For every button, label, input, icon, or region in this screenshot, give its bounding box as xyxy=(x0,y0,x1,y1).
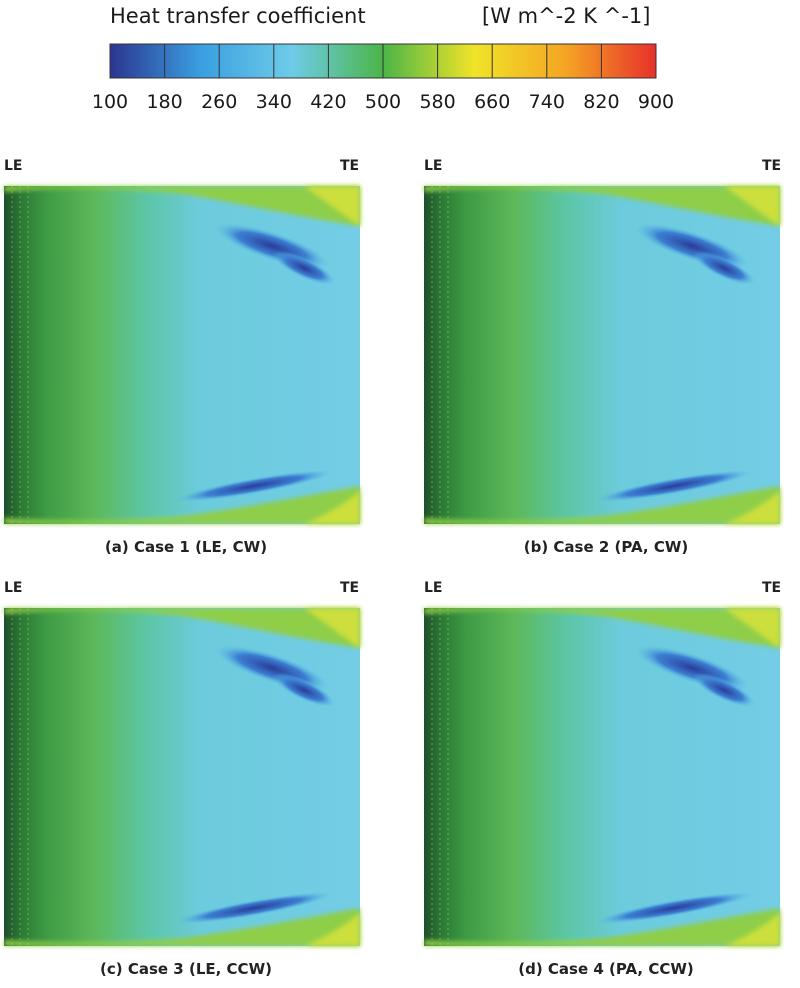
colorbar-tick-label: 100 xyxy=(92,91,128,113)
caption-b: (b) Case 2 (PA, CW) xyxy=(523,538,689,556)
contour-plot-c xyxy=(4,608,360,946)
contour-plot-d xyxy=(424,608,780,946)
colorbar-units: [W m^-2 K ^-1] xyxy=(482,4,651,28)
panel-a: LE TE xyxy=(0,158,372,530)
panel-d: LE TE xyxy=(420,580,781,952)
colorbar-tick-label: 340 xyxy=(256,91,292,113)
colorbar-tick-label: 580 xyxy=(419,91,455,113)
trailing-edge-label: TE xyxy=(762,158,781,174)
contour-plot-a xyxy=(4,186,360,524)
trailing-edge-label: TE xyxy=(762,580,781,596)
contour-plot-b xyxy=(424,186,780,524)
colorbar-tick-label: 900 xyxy=(638,91,674,113)
heat-field xyxy=(424,608,780,946)
colorbar-tick-label: 420 xyxy=(310,91,346,113)
panel-c: LE TE xyxy=(0,580,372,952)
colorbar-tick-label: 740 xyxy=(529,91,565,113)
heat-field xyxy=(4,608,360,946)
colorbar-tick-label: 660 xyxy=(474,91,510,113)
leading-edge-label: LE xyxy=(424,158,442,174)
colorbar-tick-label: 260 xyxy=(201,91,237,113)
caption-c: (c) Case 3 (LE, CCW) xyxy=(100,960,272,978)
leading-edge-label: LE xyxy=(4,158,22,174)
caption-a: (a) Case 1 (LE, CW) xyxy=(104,538,268,556)
colorbar-title: Heat transfer coefficient xyxy=(110,4,366,28)
colorbar-tick-label: 180 xyxy=(146,91,182,113)
colorbar-tick-label: 500 xyxy=(365,91,401,113)
colorbar-tick-label: 820 xyxy=(583,91,619,113)
colorbar: 100 180 260 340 420 500 580 660 740 820 900 xyxy=(92,43,674,113)
legend-title-row: Heat transfer coefficient [W m^-2 K ^-1] xyxy=(110,4,686,32)
leading-edge-label: LE xyxy=(4,580,22,596)
heat-field xyxy=(4,186,360,524)
trailing-edge-label: TE xyxy=(340,158,359,174)
caption-d: (d) Case 4 (PA, CCW) xyxy=(518,960,694,978)
heat-field xyxy=(424,186,780,524)
trailing-edge-label: TE xyxy=(340,580,359,596)
panel-b: LE TE xyxy=(420,158,781,530)
leading-edge-label: LE xyxy=(424,580,442,596)
